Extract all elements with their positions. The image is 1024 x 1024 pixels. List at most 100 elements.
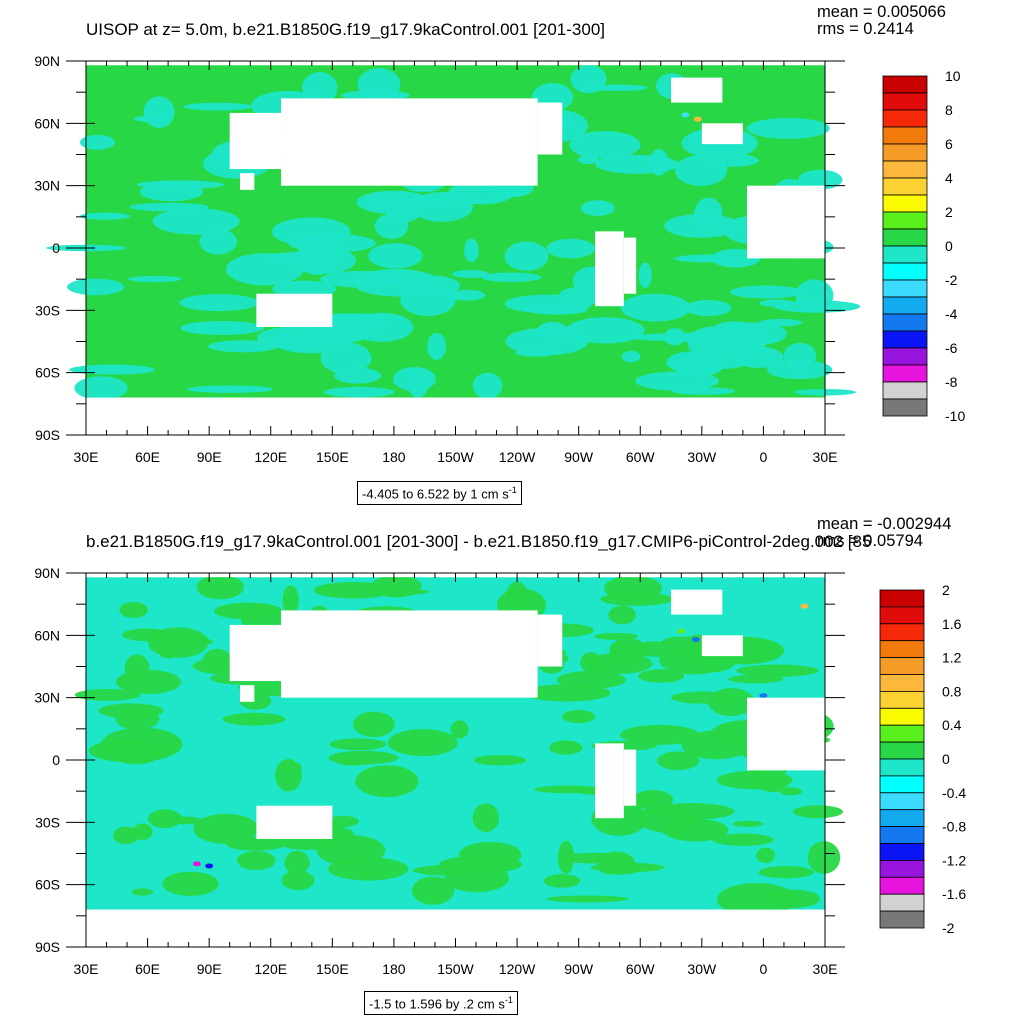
uisop-map-svg: 30E 60E 90E 120E 150E 180 150W 120W 90W 60W 30W 0 30…: [34, 53, 965, 465]
field-patch: [580, 652, 602, 673]
colorbar-swatch: [879, 876, 925, 895]
colorbar-label: 0: [945, 238, 953, 254]
colorbar-swatch: [882, 364, 928, 383]
difference-map-svg: 30E 60E 90E 120E 150E 180 150W 120W 90W 60W 30W 0 30…: [34, 565, 966, 977]
field-patch: [708, 688, 755, 717]
field-patch: [758, 866, 815, 879]
field-patch: [570, 64, 607, 94]
field-patch: [341, 90, 410, 101]
colorbar-label: 1.2: [942, 650, 962, 666]
colorbar-swatch: [879, 657, 925, 675]
field-patch: [537, 321, 569, 339]
field-patch: [214, 602, 283, 620]
field-patch: [675, 154, 728, 187]
x-tick-label: 0: [760, 449, 768, 465]
field-patch: [716, 883, 797, 917]
anomaly-spot: [759, 693, 768, 699]
field-patch: [504, 241, 549, 271]
land-block: [256, 293, 333, 327]
field-patch: [758, 318, 803, 327]
colorbar-swatch: [879, 792, 925, 811]
field-patch: [284, 850, 310, 875]
field-patch: [368, 243, 423, 269]
field-patch: [620, 293, 691, 322]
field-patch: [272, 280, 337, 298]
land-block: [595, 231, 624, 307]
field-patch: [556, 670, 626, 689]
field-patch: [712, 833, 774, 846]
anomaly-spot: [800, 603, 809, 609]
colorbar-label: 1.6: [942, 616, 962, 632]
colorbar-swatch: [879, 910, 925, 929]
y-tick-label: 30S: [35, 814, 60, 830]
field-patch: [730, 285, 803, 299]
y-tick-label: 90N: [34, 53, 60, 69]
field-patch: [638, 262, 652, 289]
field-patch: [113, 826, 140, 845]
field-patch: [402, 275, 461, 296]
colorbar: 2 1.6 1.2 0.8 0.4 0 -0.4 -0.8 -1.2 -1.6 -2: [879, 582, 966, 936]
colorbar-swatch: [879, 826, 925, 844]
field-patch: [506, 581, 528, 612]
stats-block: mean = -0.002944 rms = 0.05794: [817, 516, 951, 550]
field-patch: [783, 342, 817, 369]
x-tick-label: 30W: [687, 961, 717, 977]
land-block: [671, 77, 723, 103]
colorbar-swatch: [879, 859, 925, 878]
y-tick-label: 0: [52, 752, 60, 768]
field-patch: [657, 751, 700, 771]
rms-label: rms = 0.2414: [817, 20, 914, 38]
field-patch: [326, 815, 359, 828]
field-patch: [736, 664, 819, 677]
colorbar-label: -1.2: [942, 852, 966, 868]
field-patch: [526, 304, 588, 315]
anomaly-spot: [192, 861, 201, 867]
field-patch: [473, 755, 527, 766]
anomaly-spot: [691, 636, 700, 642]
colorbar-swatch: [879, 843, 925, 861]
colorbar-swatch: [879, 674, 925, 692]
colorbar-swatch: [882, 296, 928, 315]
field-patch: [222, 712, 286, 726]
land-block: [256, 805, 333, 839]
field-patch: [302, 71, 338, 104]
colorbar: 10 8 6 4 2 0 -2 -4 -6 -8 -10: [882, 68, 965, 424]
range-text: -1.5 to 1.596 by .2 cm s: [369, 996, 505, 1012]
field-patch: [355, 765, 419, 798]
field-patch: [647, 803, 735, 820]
contour-range-label: -1.5 to 1.596 by .2 cm s-1: [364, 991, 518, 1016]
unit-exponent: -1: [508, 485, 517, 495]
field-patch: [79, 134, 115, 150]
field-patch: [282, 585, 299, 615]
field-patch: [162, 871, 219, 896]
field-patch: [412, 864, 494, 876]
field-patch: [386, 204, 421, 223]
field-patch: [399, 197, 486, 206]
x-tick-label: 150E: [316, 961, 349, 977]
field-patch: [756, 847, 776, 864]
field-patch: [590, 862, 665, 873]
y-axis: 90N 60N 30N 0 30S 60S 90S: [34, 53, 845, 443]
field-patch: [183, 102, 253, 111]
field-patch: [728, 674, 784, 684]
field-patch: [236, 850, 276, 871]
colorbar-swatch: [879, 690, 925, 709]
y-axis: 90N 60N 30N 0 30S 60S 90S: [34, 565, 845, 955]
colorbar-label: 6: [945, 136, 953, 152]
colorbar-label: -0.8: [942, 819, 966, 835]
land-block: [746, 697, 825, 771]
field-patch: [208, 340, 279, 353]
field-patch: [594, 632, 639, 640]
field-patch: [257, 326, 335, 349]
x-tick-label: 90W: [564, 961, 594, 977]
field-patch: [388, 734, 445, 753]
colorbar-swatch: [879, 707, 925, 726]
colorbar-swatch: [882, 228, 928, 247]
field-patch: [281, 870, 315, 891]
colorbar-label: -10: [945, 408, 965, 424]
x-tick-label: 90E: [197, 961, 222, 977]
field-patch: [179, 294, 259, 312]
field-patch: [271, 217, 351, 247]
field-patch: [119, 601, 148, 619]
y-tick-label: 90S: [35, 939, 60, 955]
